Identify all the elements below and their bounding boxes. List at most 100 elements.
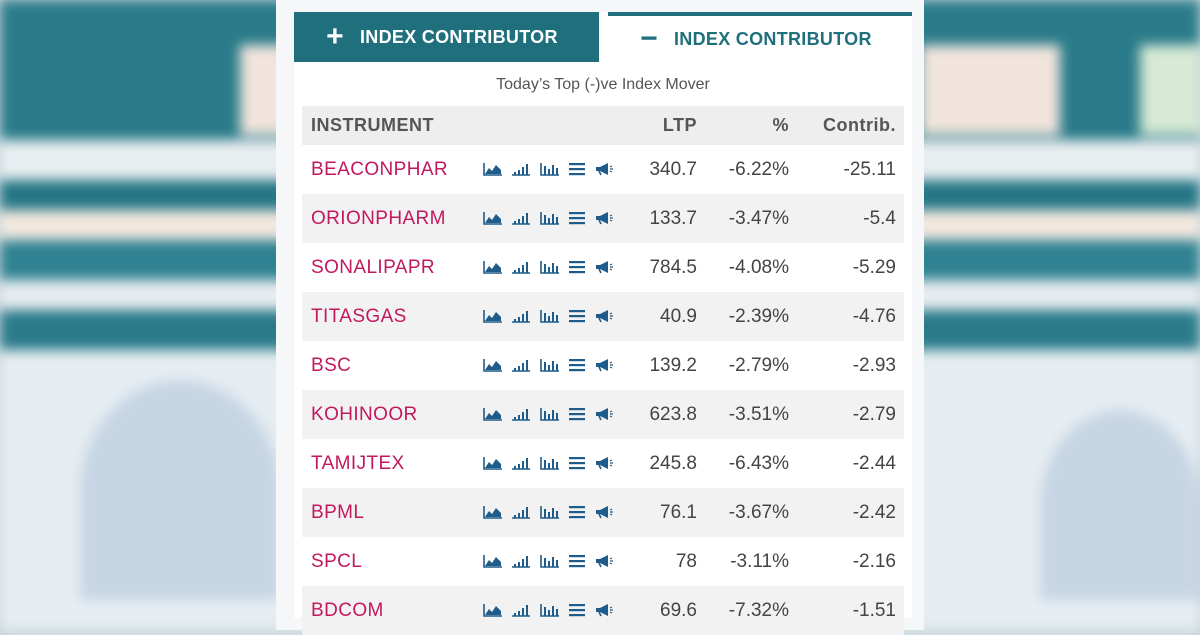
contrib-value: -4.76: [790, 292, 904, 341]
area-chart-icon[interactable]: [483, 456, 503, 471]
table-row[interactable]: SPCL 78 -3.11% -2.16: [302, 537, 904, 586]
percent-change: -4.08%: [698, 243, 790, 292]
row-action-icons: [482, 390, 624, 439]
header-icons: [482, 106, 624, 145]
instrument-link[interactable]: TITASGAS: [302, 292, 482, 341]
instrument-link[interactable]: BDCOM: [302, 586, 482, 635]
table-row[interactable]: BSC 139.2 -2.79% -2.93: [302, 341, 904, 390]
signal-bars-icon[interactable]: [511, 407, 531, 422]
contrib-value: -5.29: [790, 243, 904, 292]
percent-change: -3.11%: [698, 537, 790, 586]
header-contrib[interactable]: Contrib.: [790, 106, 904, 145]
megaphone-icon[interactable]: [594, 309, 614, 323]
ltp-value: 133.7: [624, 194, 698, 243]
area-chart-icon[interactable]: [483, 260, 503, 275]
megaphone-icon[interactable]: [594, 554, 614, 568]
megaphone-icon[interactable]: [594, 505, 614, 519]
contrib-value: -2.79: [790, 390, 904, 439]
header-ltp[interactable]: LTP: [624, 106, 698, 145]
tab-negative-contributor[interactable]: − INDEX CONTRIBUTOR: [608, 12, 912, 62]
bar-chart-icon[interactable]: [539, 456, 560, 471]
table-row[interactable]: KOHINOOR 623.8 -3.51% -2.79: [302, 390, 904, 439]
area-chart-icon[interactable]: [483, 407, 503, 422]
megaphone-icon[interactable]: [594, 211, 614, 225]
instrument-link[interactable]: BPML: [302, 488, 482, 537]
bar-chart-icon[interactable]: [539, 358, 560, 373]
ltp-value: 340.7: [624, 145, 698, 194]
list-icon[interactable]: [568, 211, 586, 225]
megaphone-icon[interactable]: [594, 358, 614, 372]
signal-bars-icon[interactable]: [511, 554, 531, 569]
percent-change: -3.67%: [698, 488, 790, 537]
signal-bars-icon[interactable]: [511, 456, 531, 471]
bar-chart-icon[interactable]: [539, 505, 560, 520]
panel-subtitle: Today’s Top (-)ve Index Mover: [496, 76, 710, 93]
header-percent[interactable]: %: [698, 106, 790, 145]
list-icon[interactable]: [568, 554, 586, 568]
instrument-link[interactable]: ORIONPHARM: [302, 194, 482, 243]
instrument-link[interactable]: BSC: [302, 341, 482, 390]
row-action-icons: [482, 439, 624, 488]
area-chart-icon[interactable]: [483, 162, 503, 177]
tab-positive-label: INDEX CONTRIBUTOR: [360, 26, 558, 47]
ltp-value: 78: [624, 537, 698, 586]
area-chart-icon[interactable]: [483, 309, 503, 324]
header-instrument[interactable]: INSTRUMENT: [302, 106, 482, 145]
ltp-value: 69.6: [624, 586, 698, 635]
bar-chart-icon[interactable]: [539, 162, 560, 177]
list-icon[interactable]: [568, 603, 586, 617]
instrument-link[interactable]: KOHINOOR: [302, 390, 482, 439]
list-icon[interactable]: [568, 505, 586, 519]
signal-bars-icon[interactable]: [511, 162, 531, 177]
list-icon[interactable]: [568, 162, 586, 176]
instrument-link[interactable]: TAMIJTEX: [302, 439, 482, 488]
megaphone-icon[interactable]: [594, 603, 614, 617]
signal-bars-icon[interactable]: [511, 260, 531, 275]
instrument-link[interactable]: BEACONPHAR: [302, 145, 482, 194]
table-row[interactable]: BDCOM 69.6 -7.32% -1.51: [302, 586, 904, 635]
bar-chart-icon[interactable]: [539, 309, 560, 324]
percent-change: -2.79%: [698, 341, 790, 390]
list-icon[interactable]: [568, 407, 586, 421]
table-row[interactable]: BEACONPHAR 340.7 -6.22% -25.11: [302, 145, 904, 194]
ltp-value: 40.9: [624, 292, 698, 341]
list-icon[interactable]: [568, 260, 586, 274]
area-chart-icon[interactable]: [483, 603, 503, 618]
percent-change: -3.51%: [698, 390, 790, 439]
bar-chart-icon[interactable]: [539, 211, 560, 226]
list-icon[interactable]: [568, 358, 586, 372]
row-action-icons: [482, 488, 624, 537]
index-contributor-card: + INDEX CONTRIBUTOR − INDEX CONTRIBUTOR …: [294, 12, 912, 635]
contrib-value: -5.4: [790, 194, 904, 243]
signal-bars-icon[interactable]: [511, 309, 531, 324]
list-icon[interactable]: [568, 309, 586, 323]
signal-bars-icon[interactable]: [511, 603, 531, 618]
table-row[interactable]: BPML 76.1 -3.67% -2.42: [302, 488, 904, 537]
table-row[interactable]: TITASGAS 40.9 -2.39% -4.76: [302, 292, 904, 341]
instrument-link[interactable]: SONALIPAPR: [302, 243, 482, 292]
ltp-value: 139.2: [624, 341, 698, 390]
megaphone-icon[interactable]: [594, 260, 614, 274]
bar-chart-icon[interactable]: [539, 260, 560, 275]
bar-chart-icon[interactable]: [539, 407, 560, 422]
list-icon[interactable]: [568, 456, 586, 470]
area-chart-icon[interactable]: [483, 554, 503, 569]
megaphone-icon[interactable]: [594, 407, 614, 421]
area-chart-icon[interactable]: [483, 211, 503, 226]
instrument-link[interactable]: SPCL: [302, 537, 482, 586]
tab-negative-label: INDEX CONTRIBUTOR: [674, 28, 872, 49]
area-chart-icon[interactable]: [483, 358, 503, 373]
signal-bars-icon[interactable]: [511, 505, 531, 520]
megaphone-icon[interactable]: [594, 456, 614, 470]
bar-chart-icon[interactable]: [539, 554, 560, 569]
signal-bars-icon[interactable]: [511, 358, 531, 373]
table-row[interactable]: TAMIJTEX 245.8 -6.43% -2.44: [302, 439, 904, 488]
signal-bars-icon[interactable]: [511, 211, 531, 226]
bar-chart-icon[interactable]: [539, 603, 560, 618]
table-row[interactable]: ORIONPHARM 133.7 -3.47% -5.4: [302, 194, 904, 243]
area-chart-icon[interactable]: [483, 505, 503, 520]
megaphone-icon[interactable]: [594, 162, 614, 176]
table-row[interactable]: SONALIPAPR 784.5 -4.08% -5.29: [302, 243, 904, 292]
minus-icon: −: [640, 22, 658, 55]
tab-positive-contributor[interactable]: + INDEX CONTRIBUTOR: [294, 12, 599, 62]
